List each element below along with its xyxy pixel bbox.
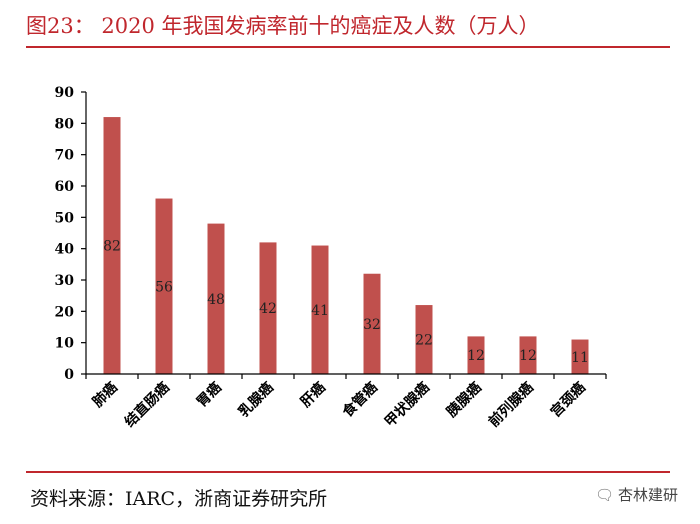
bar-value-label: 11 bbox=[571, 350, 589, 366]
bar-value-label: 12 bbox=[519, 348, 537, 364]
bar-value-label: 12 bbox=[467, 348, 485, 364]
x-tick-label: 前列腺癌 bbox=[485, 379, 537, 431]
bar-value-label: 56 bbox=[155, 279, 173, 295]
x-tick-label: 结直肠癌 bbox=[121, 379, 173, 431]
x-axis: 肺癌 结直肠癌 胃癌 乳腺癌 肝癌 食管癌 甲状腺癌 胰腺癌 前列腺癌 宫颈癌 bbox=[85, 373, 607, 431]
watermark-text: 杏林建研 bbox=[617, 486, 678, 504]
bar bbox=[519, 336, 537, 374]
bar-chart: 0 10 20 30 40 50 60 70 80 90 82 56 48 42 41 32 22 12 12 11… bbox=[55, 85, 607, 431]
y-tick-label: 80 bbox=[55, 116, 75, 132]
y-tick-label: 40 bbox=[55, 242, 75, 258]
y-tick-label: 90 bbox=[55, 85, 75, 101]
bars: 82 56 48 42 41 32 22 12 12 11 bbox=[103, 117, 589, 375]
chart-header-title: 图23： 2020 年我国发病率前十的癌症及人数（万人） bbox=[26, 14, 540, 38]
bar-value-label: 32 bbox=[363, 317, 381, 333]
bar-value-label: 22 bbox=[415, 333, 433, 349]
y-tick-label: 30 bbox=[55, 273, 75, 289]
y-tick-label: 60 bbox=[55, 179, 75, 195]
bar bbox=[571, 339, 589, 374]
header-divider bbox=[26, 46, 670, 48]
y-tick-label: 70 bbox=[55, 148, 75, 164]
bar-value-label: 48 bbox=[207, 292, 225, 308]
x-tick-label: 胰腺癌 bbox=[443, 379, 485, 421]
wechat-icon: 🗨 bbox=[594, 485, 614, 504]
footer-divider bbox=[26, 471, 670, 473]
bar bbox=[415, 305, 433, 374]
y-axis: 0 10 20 30 40 50 60 70 80 90 bbox=[55, 85, 87, 383]
bar bbox=[103, 117, 121, 375]
bar-value-label: 41 bbox=[311, 303, 329, 319]
y-tick-label: 20 bbox=[55, 304, 75, 320]
bar bbox=[363, 273, 381, 374]
x-tick-label: 宫颈癌 bbox=[547, 379, 589, 421]
bar-value-label: 82 bbox=[103, 239, 121, 255]
x-tick-label: 胃癌 bbox=[193, 379, 225, 411]
bar bbox=[467, 336, 485, 374]
y-tick-label: 50 bbox=[55, 210, 75, 226]
bar-value-label: 42 bbox=[259, 301, 277, 317]
bar bbox=[207, 223, 225, 374]
bar bbox=[155, 198, 173, 374]
x-tick-label: 肺癌 bbox=[89, 379, 121, 411]
x-tick-label: 乳腺癌 bbox=[235, 379, 277, 421]
y-tick-label: 0 bbox=[64, 367, 74, 383]
x-tick-label: 食管癌 bbox=[339, 379, 381, 421]
x-tick-label: 肝癌 bbox=[297, 379, 329, 411]
source-note: 资料来源：IARC，浙商证券研究所 bbox=[30, 488, 328, 510]
x-tick-label: 甲状腺癌 bbox=[381, 379, 433, 431]
bar bbox=[259, 242, 277, 374]
bar bbox=[311, 245, 329, 374]
watermark: 🗨 杏林建研 bbox=[595, 484, 678, 505]
y-tick-label: 10 bbox=[55, 336, 75, 352]
